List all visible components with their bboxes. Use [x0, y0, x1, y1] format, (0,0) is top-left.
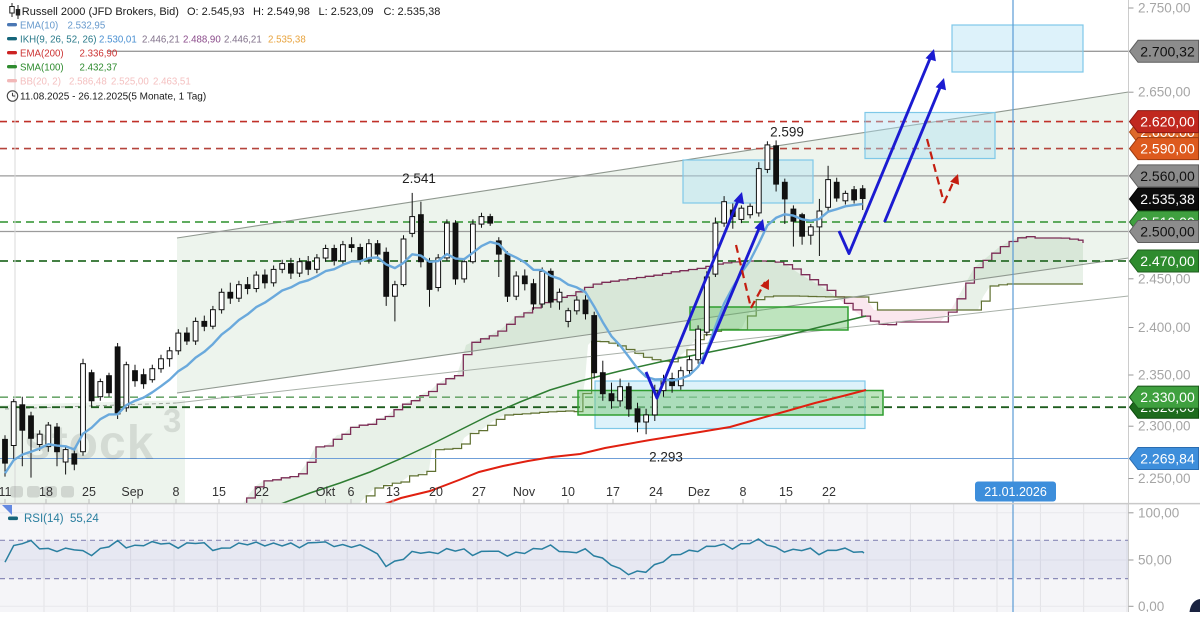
svg-text:2.525,00: 2.525,00 [111, 77, 149, 88]
svg-text:15: 15 [212, 485, 226, 499]
svg-text:2.500,00: 2.500,00 [1140, 224, 1195, 240]
svg-text:2.330,00: 2.330,00 [1140, 389, 1195, 405]
svg-text:IKH(9, 26, 52, 26): IKH(9, 26, 52, 26) [20, 35, 96, 46]
svg-text:2.350,00: 2.350,00 [1138, 368, 1191, 383]
svg-text:2.535,38: 2.535,38 [268, 35, 306, 46]
svg-text:2.250,00: 2.250,00 [1138, 471, 1191, 486]
svg-text:17: 17 [606, 485, 620, 499]
svg-text:2.750,00: 2.750,00 [1138, 1, 1191, 16]
svg-text:(5 Monate, 1 Tag): (5 Monate, 1 Tag) [128, 92, 206, 103]
svg-text:BB(20, 2): BB(20, 2) [20, 77, 61, 88]
svg-text:20: 20 [429, 485, 443, 499]
svg-text:2.450,00: 2.450,00 [1138, 271, 1191, 286]
svg-text:2.560,00: 2.560,00 [1140, 168, 1195, 184]
svg-text:L: 2.523,09: L: 2.523,09 [319, 6, 374, 18]
svg-text:2.446,21: 2.446,21 [224, 35, 262, 46]
svg-text:Nov: Nov [513, 485, 536, 499]
svg-text:EMA(10): EMA(10) [20, 21, 58, 32]
svg-text:2.541: 2.541 [402, 171, 436, 186]
svg-text:2.463,51: 2.463,51 [153, 77, 191, 88]
svg-text:8: 8 [740, 485, 747, 499]
svg-text:Dez: Dez [688, 485, 710, 499]
svg-text:Russell 2000 (JFD Brokers, Bid: Russell 2000 (JFD Brokers, Bid) [22, 6, 179, 18]
svg-text:2.590,00: 2.590,00 [1140, 141, 1195, 157]
svg-text:2.650,00: 2.650,00 [1138, 85, 1191, 100]
svg-text:Sep: Sep [121, 485, 143, 499]
svg-text:50,00: 50,00 [1138, 553, 1172, 568]
svg-text:2.488,90: 2.488,90 [183, 35, 221, 46]
svg-text:2.446,21: 2.446,21 [142, 35, 180, 46]
svg-text:2.470,00: 2.470,00 [1140, 253, 1195, 269]
svg-text:2.535,38: 2.535,38 [1140, 191, 1195, 207]
svg-text:22: 22 [255, 485, 269, 499]
svg-text:13: 13 [386, 485, 400, 499]
svg-text:2.400,00: 2.400,00 [1138, 320, 1191, 335]
svg-text:15: 15 [779, 485, 793, 499]
svg-text:2.532,95: 2.532,95 [68, 21, 106, 32]
svg-text:2.336,90: 2.336,90 [80, 49, 118, 60]
svg-text:8: 8 [173, 485, 180, 499]
svg-text:11: 11 [0, 485, 12, 499]
svg-text:O: 2.545,93: O: 2.545,93 [187, 6, 245, 18]
svg-text:C: 2.535,38: C: 2.535,38 [384, 6, 441, 18]
svg-text:2.599: 2.599 [770, 125, 804, 140]
svg-text:2.269,84: 2.269,84 [1140, 451, 1195, 467]
svg-text:27: 27 [472, 485, 486, 499]
svg-text:10: 10 [561, 485, 575, 499]
svg-text:SMA(100): SMA(100) [20, 63, 64, 74]
svg-text:21.01.2026: 21.01.2026 [984, 485, 1047, 499]
svg-text:22: 22 [822, 485, 836, 499]
svg-text:25: 25 [82, 485, 96, 499]
svg-text:2.300,00: 2.300,00 [1138, 419, 1191, 434]
svg-text:2.432,37: 2.432,37 [80, 63, 118, 74]
svg-text:Okt: Okt [316, 485, 336, 499]
svg-text:24: 24 [649, 485, 663, 499]
svg-text:RSI(14) 55,24: RSI(14) 55,24 [24, 513, 99, 525]
svg-text:2.586,48: 2.586,48 [69, 77, 107, 88]
svg-text:2.293: 2.293 [649, 450, 683, 465]
svg-text:2.700,32: 2.700,32 [1140, 43, 1195, 59]
svg-text:11.08.2025 - 26.12.2025: 11.08.2025 - 26.12.2025 [20, 92, 129, 103]
svg-text:0,00: 0,00 [1138, 599, 1164, 612]
svg-text:2.530,01: 2.530,01 [99, 35, 137, 46]
svg-text:H: 2.549,98: H: 2.549,98 [253, 6, 310, 18]
svg-text:stock: stock [24, 417, 154, 470]
svg-text:2.620,00: 2.620,00 [1140, 114, 1195, 130]
svg-text:100,00: 100,00 [1138, 505, 1179, 520]
svg-text:18: 18 [39, 485, 53, 499]
svg-text:6: 6 [348, 485, 355, 499]
svg-text:3: 3 [163, 402, 181, 439]
svg-text:EMA(200): EMA(200) [20, 49, 64, 60]
